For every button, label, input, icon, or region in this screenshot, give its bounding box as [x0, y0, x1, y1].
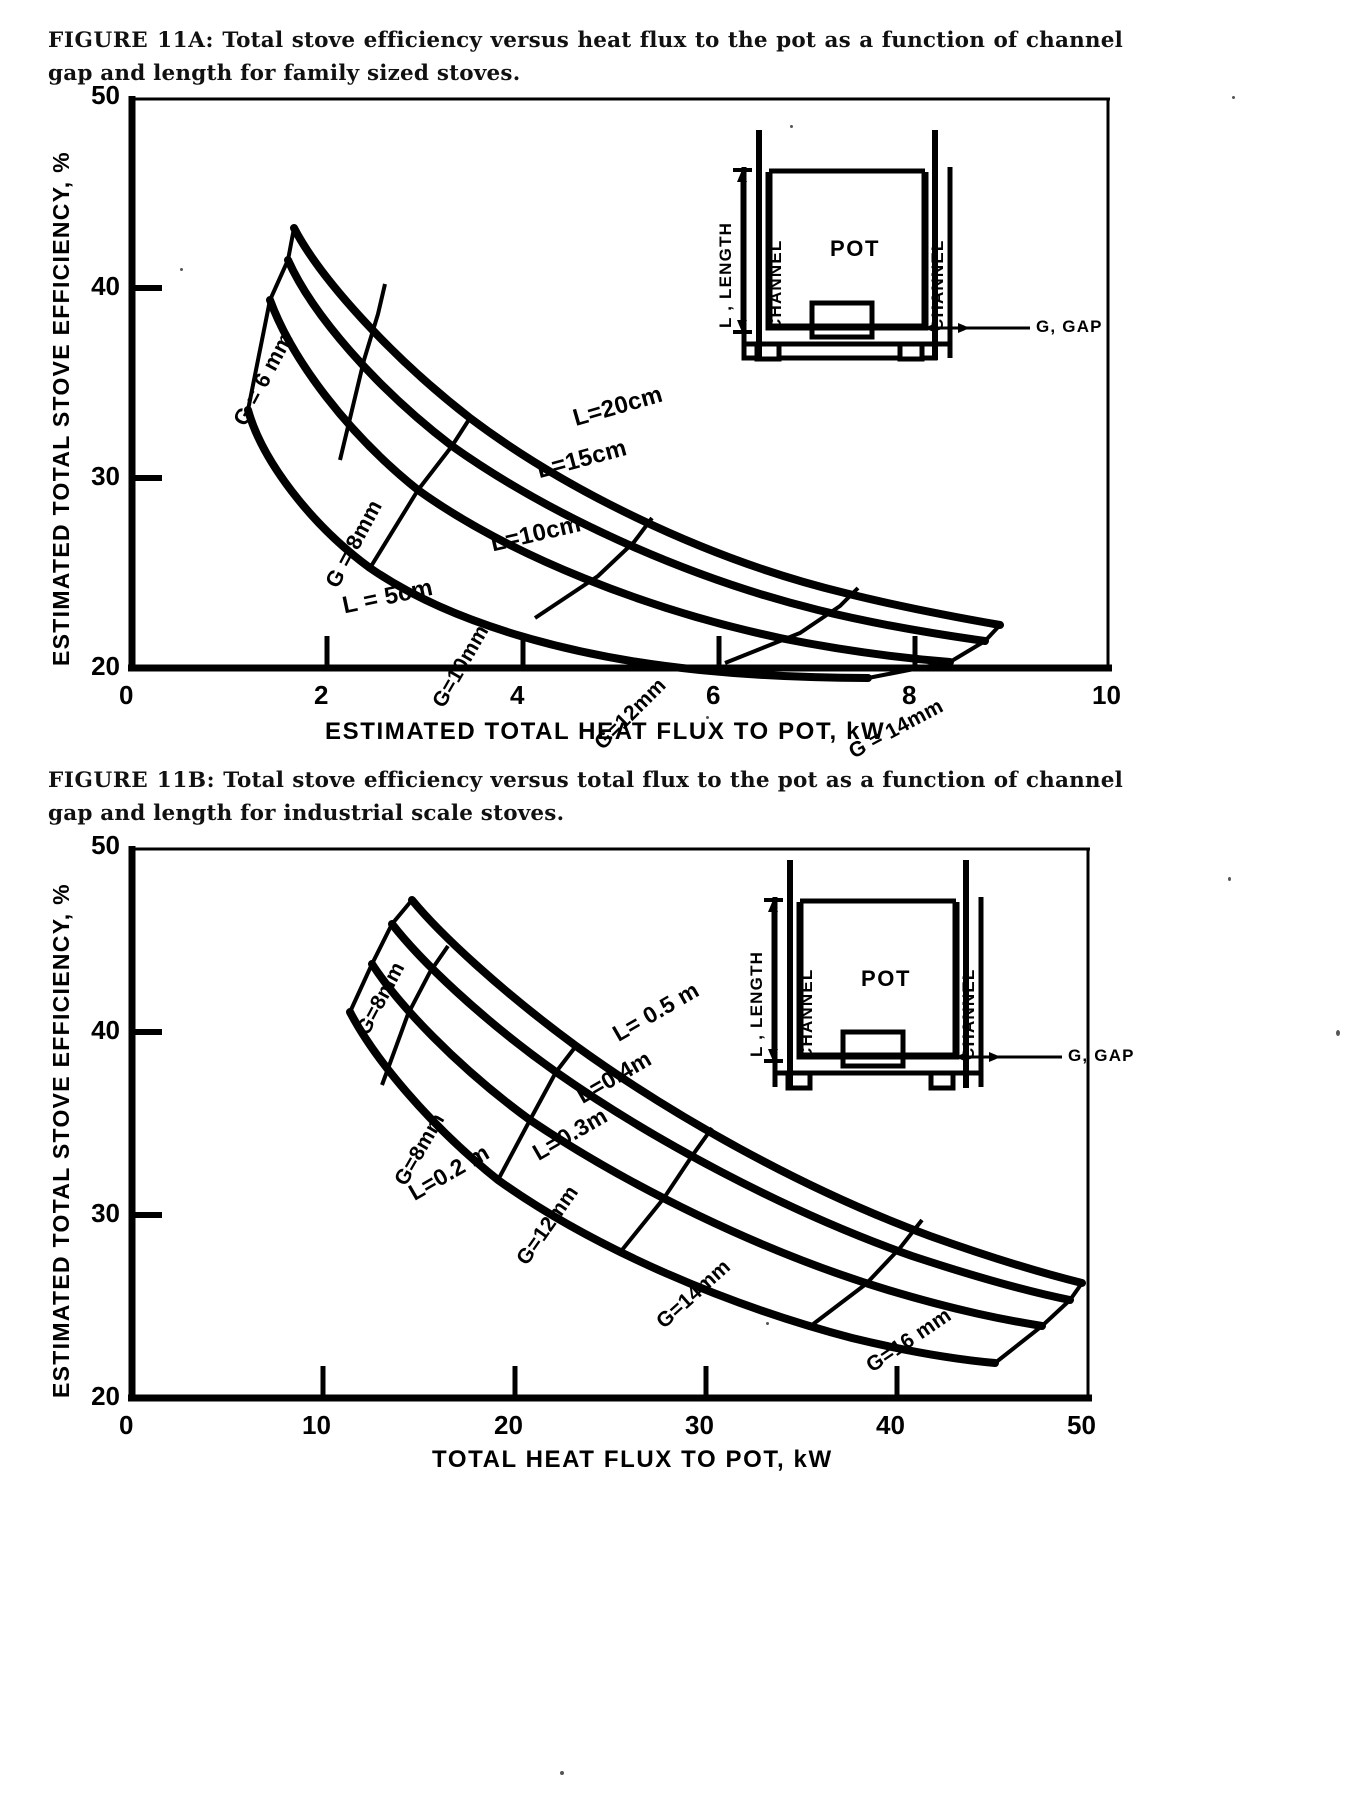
line-G14mm [724, 586, 860, 665]
axis-lines [128, 96, 1112, 672]
curve-L04m [388, 920, 1074, 1304]
inset-channel-left-label: CHANNEL [766, 239, 785, 331]
curve-L20cm [290, 224, 1004, 629]
line-G14mm [620, 1126, 714, 1252]
scan-speck [1336, 1030, 1340, 1036]
line-Gouter [867, 623, 1002, 680]
figure-11b-y-axis-title: ESTIMATED TOTAL STOVE EFFICIENCY, % [48, 883, 74, 1398]
figure-11a-plot-area [128, 96, 1112, 682]
scan-speck [180, 268, 183, 271]
figure-11b-ytick-50: 50 [91, 830, 120, 860]
y-ticks [132, 1029, 162, 1218]
inset-length-label: L , LENGTH [716, 221, 735, 328]
line-Gouter [993, 1281, 1084, 1365]
x-ticks [320, 1366, 900, 1398]
figure-11b-text: Total stove efficiency versus total flux… [48, 768, 1123, 826]
curve-L10cm [266, 296, 954, 666]
figure-11a-xtick-8: 8 [902, 680, 917, 710]
curve-L03m [368, 960, 1046, 1330]
figure-11b-ytick-40: 40 [91, 1015, 120, 1045]
figure-11a-caption: FIGURE 11A: Total stove efficiency versu… [48, 25, 1123, 90]
curve-L02m [346, 1008, 999, 1367]
inset-channel-right-label: CHANNEL [928, 239, 947, 331]
figure-11a-chart: ESTIMATED TOTAL STOVE EFFICIENCY, % 50 4… [0, 80, 1180, 763]
curve-L5cm [244, 406, 872, 682]
length-curves [346, 896, 1086, 1367]
figure-11b-chart: ESTIMATED TOTAL STOVE EFFICIENCY, % 50 4… [0, 830, 1180, 1473]
line-G6mm [246, 227, 296, 411]
line-G8mm-inner [380, 944, 450, 1086]
y-ticks [132, 285, 162, 481]
line-G8mm-upper [348, 898, 414, 1013]
figure-11a-label: FIGURE 11A: [48, 28, 215, 53]
line-G8mm [338, 283, 387, 461]
scan-speck [790, 125, 793, 128]
curve-L05m [408, 896, 1086, 1287]
curve-L15cm [284, 256, 989, 645]
figure-11b-label: FIGURE 11B: [48, 768, 216, 793]
figure-11a-xtick-6: 6 [706, 680, 721, 710]
figure-11b-xtick-50: 50 [1067, 1410, 1096, 1440]
figure-11b-x-axis-title: TOTAL HEAT FLUX TO POT, kW [432, 1446, 833, 1473]
figure-11b-ytick-20: 20 [91, 1381, 120, 1411]
figure-11a-ytick-40: 40 [91, 271, 120, 301]
figure-11b-xtick-10: 10 [302, 1410, 331, 1440]
line-G12mm [533, 516, 654, 620]
figure-11b-plot-area [128, 846, 1092, 1402]
line-G10mm [368, 416, 472, 570]
figure-11a-x-axis-title: ESTIMATED TOTAL HEAT FLUX TO POT, kW [325, 718, 886, 745]
line-G16mm [806, 1218, 924, 1330]
inset-gap-label: G, GAP [1036, 317, 1103, 336]
figure-11a-xtick-2: 2 [314, 680, 329, 710]
figure-11b-xtick-0: 0 [119, 1410, 134, 1440]
scan-speck [706, 716, 709, 719]
figure-11a-xtick-4: 4 [510, 680, 525, 710]
gap-lines [348, 898, 1084, 1365]
figure-11b-ytick-30: 30 [91, 1198, 120, 1228]
axis-lines [128, 846, 1092, 1402]
inset-channel-right-label: CHANNEL [959, 968, 978, 1060]
figure-11b-xtick-30: 30 [685, 1410, 714, 1440]
scan-speck [560, 1771, 564, 1775]
inset-channel-left-label: CHANNEL [797, 968, 816, 1060]
inset-length-label: L , LENGTH [747, 950, 766, 1057]
x-ticks [324, 636, 918, 668]
figure-11a-y-axis-title: ESTIMATED TOTAL STOVE EFFICIENCY, % [48, 151, 74, 666]
length-curves [244, 224, 1004, 682]
scan-speck [1232, 96, 1235, 99]
figure-11b-xtick-40: 40 [876, 1410, 905, 1440]
figure-11b-xtick-20: 20 [494, 1410, 523, 1440]
inset-pot-label: POT [861, 966, 912, 991]
figure-11b-caption: FIGURE 11B: Total stove efficiency versu… [48, 765, 1123, 830]
figure-11a-ytick-50: 50 [91, 80, 120, 110]
line-G12mm [496, 1044, 578, 1181]
figure-11a-text: Total stove efficiency versus heat flux … [48, 28, 1123, 86]
figure-11a-ytick-20: 20 [91, 651, 120, 681]
figure-11a-xtick-0: 0 [119, 680, 134, 710]
scan-speck [1228, 877, 1231, 881]
inset-pot-label: POT [830, 236, 881, 261]
inset-gap-label: G, GAP [1068, 1046, 1135, 1065]
gap-lines [246, 227, 1002, 680]
scan-speck [766, 1322, 769, 1325]
figure-11a-xtick-10: 10 [1092, 680, 1121, 710]
figure-11a-ytick-30: 30 [91, 461, 120, 491]
